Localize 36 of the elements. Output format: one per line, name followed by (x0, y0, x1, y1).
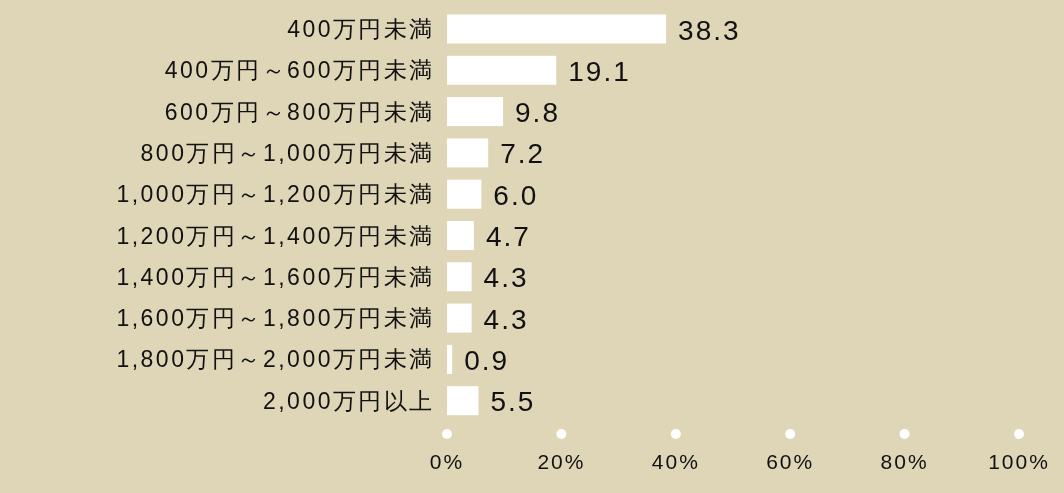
x-tick-label: 60% (766, 449, 815, 473)
x-tick-label: 20% (537, 449, 586, 473)
bar (447, 14, 667, 44)
bar (447, 179, 482, 209)
data-label: 9.8 (515, 97, 560, 129)
bar (447, 262, 472, 292)
y-tick-label: 1,400万円～1,600万円未満 (116, 263, 435, 290)
y-tick-label: 400万円未満 (287, 16, 435, 42)
data-label: 0.9 (464, 344, 510, 376)
data-label: 19.1 (568, 55, 631, 87)
data-label: 7.2 (500, 138, 546, 170)
bar (447, 97, 504, 127)
y-tick-label: 2,000万円以上 (262, 387, 435, 414)
y-tick-label: 1,000万円～1,200万円未満 (116, 181, 435, 208)
data-label: 38.3 (678, 14, 741, 46)
x-tick-label: 80% (880, 449, 929, 473)
x-tick-label: 0% (429, 449, 465, 473)
bar (447, 303, 472, 333)
x-tick-label: 100% (988, 449, 1050, 473)
y-tick-label: 1,800万円～2,000万円未満 (116, 346, 435, 373)
bar (447, 138, 489, 168)
bar (447, 386, 479, 416)
y-tick-label: 1,200万円～1,400万円未満 (116, 222, 435, 249)
y-tick-label: 600万円～800万円未満 (164, 98, 435, 125)
data-label: 4.3 (483, 262, 529, 294)
bar (447, 55, 557, 85)
y-tick-label: 1,600万円～1,800万円未満 (116, 305, 435, 332)
data-label: 6.0 (493, 179, 539, 211)
data-label: 4.7 (485, 221, 531, 252)
y-tick-label: 400万円～600万円未満 (164, 57, 435, 84)
bar (447, 221, 474, 250)
data-label: 5.5 (490, 386, 536, 418)
x-tick-label: 40% (651, 449, 700, 473)
bar (447, 344, 453, 374)
y-tick-label: 800万円～1,000万円未満 (140, 139, 435, 166)
data-label: 4.3 (483, 303, 529, 335)
